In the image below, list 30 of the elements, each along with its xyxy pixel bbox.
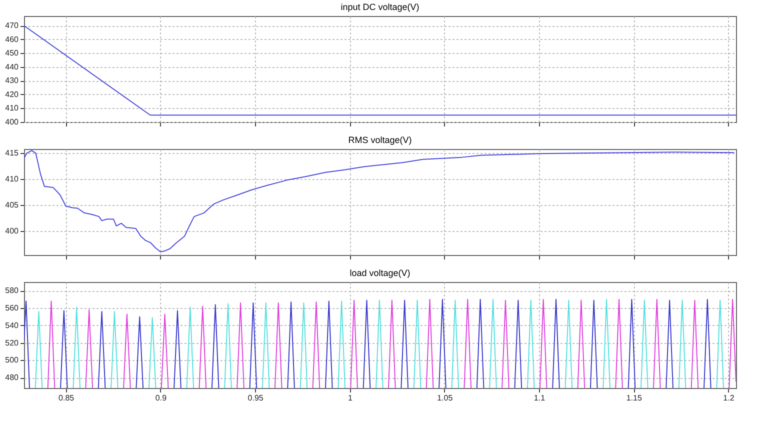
y-tick-label: 500 [5, 356, 20, 365]
y-tick-label: 410 [5, 174, 20, 184]
y-tick-label: 400 [5, 118, 20, 126]
line-series [24, 150, 735, 252]
y-tick-label: 460 [5, 34, 20, 44]
y-tick-label: 450 [5, 48, 20, 58]
y-tick-label: 480 [5, 373, 20, 382]
y-tick-label: 470 [5, 21, 20, 30]
x-tick-label: 1.15 [626, 394, 642, 402]
x-tick-label: 0.85 [58, 394, 75, 402]
x-tick-label: 0.95 [248, 394, 264, 402]
y-tick-label: 420 [5, 90, 20, 99]
y-tick-label: 560 [5, 304, 20, 313]
y-tick-label: 405 [5, 200, 20, 210]
x-tick-label: 1.1 [534, 394, 546, 402]
y-tick-label: 410 [5, 104, 20, 113]
x-tick-label: 1.05 [437, 394, 454, 402]
y-tick-label: 440 [5, 62, 20, 72]
chart-title: RMS voltage(V) [348, 135, 412, 145]
y-tick-label: 580 [5, 286, 20, 296]
x-tick-label: 0.9 [155, 394, 168, 402]
x-tick-label: 1 [348, 394, 353, 402]
y-tick-label: 430 [5, 76, 20, 86]
y-tick-label: 540 [5, 320, 20, 330]
x-tick-label: 1.2 [723, 394, 735, 402]
chart-title: input DC voltage(V) [340, 2, 420, 12]
y-tick-label: 520 [5, 338, 20, 348]
y-tick-label: 415 [5, 148, 20, 158]
chart-title: load voltage(V) [350, 268, 410, 278]
y-tick-label: 400 [5, 226, 20, 236]
